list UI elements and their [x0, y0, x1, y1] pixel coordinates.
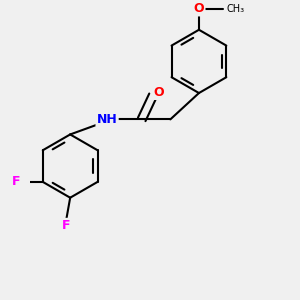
Text: NH: NH: [97, 113, 118, 126]
Text: F: F: [62, 219, 71, 232]
Text: O: O: [153, 86, 164, 99]
Text: O: O: [194, 2, 204, 15]
Text: F: F: [12, 176, 21, 188]
Text: CH₃: CH₃: [227, 4, 245, 14]
